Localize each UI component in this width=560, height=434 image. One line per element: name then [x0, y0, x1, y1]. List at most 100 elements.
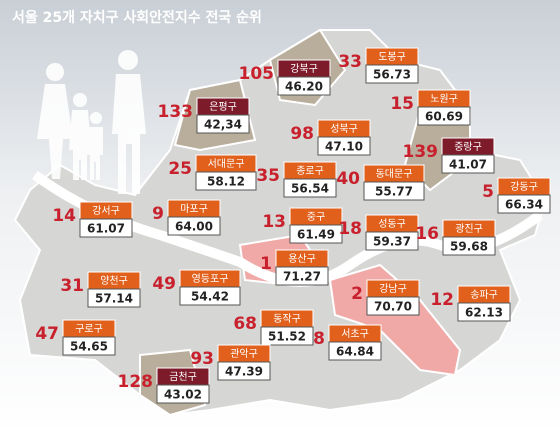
- district-name: 마포구: [180, 203, 208, 215]
- district-score: 46.20: [285, 80, 323, 94]
- score-box: [497, 194, 551, 214]
- district: 40 동대문구 55.77: [336, 164, 425, 201]
- district-score: 42,34: [204, 118, 242, 132]
- district-rank: 18: [338, 219, 362, 239]
- district-score: 57.14: [95, 292, 133, 306]
- district: 15 노원구 60.69: [390, 89, 471, 126]
- district-rank: 14: [52, 206, 76, 226]
- district-name: 성동구: [378, 218, 406, 230]
- district-rank: 15: [390, 94, 414, 114]
- district-score: 66.34: [505, 198, 543, 212]
- district-rank: 2: [351, 284, 363, 304]
- score-box: [328, 341, 382, 361]
- score-box: [277, 76, 331, 96]
- district-score: 70.70: [374, 300, 412, 314]
- score-box: [196, 114, 250, 134]
- score-box: [87, 288, 141, 308]
- score-box: [62, 336, 116, 356]
- district-rank: 139: [403, 142, 439, 162]
- district-rank: 13: [262, 212, 286, 232]
- title: 서울 25개 자치구 사회안전지수 전국 순위: [12, 9, 262, 26]
- score-box: [442, 236, 496, 256]
- district: 139 중랑구 41.07: [403, 137, 495, 174]
- score-box: [79, 218, 133, 238]
- district-name: 강북구: [290, 63, 318, 75]
- district-name: 동작구: [273, 313, 301, 325]
- district-rank: 49: [152, 274, 176, 294]
- district-score: 59.37: [373, 235, 411, 249]
- score-box: [167, 216, 221, 236]
- district-score: 51.52: [268, 330, 306, 344]
- district-score: 47.10: [325, 140, 363, 154]
- score-box: [195, 171, 257, 191]
- district-score: 64.00: [175, 220, 213, 234]
- district: 13 중구 61.49: [262, 207, 343, 244]
- family-silhouette: [37, 50, 146, 194]
- score-box: [260, 326, 314, 346]
- district-rank: 47: [35, 324, 59, 344]
- district-score: 54.42: [191, 290, 229, 304]
- district-name: 중랑구: [454, 141, 482, 153]
- score-box: [366, 296, 420, 316]
- district: 68 동작구 51.52: [233, 309, 314, 346]
- district-score: 56.73: [373, 68, 411, 82]
- district-rank: 31: [60, 276, 84, 296]
- district-score: 55.77: [375, 185, 413, 199]
- score-box: [365, 231, 419, 251]
- district-score: 64.84: [336, 345, 374, 359]
- district-name: 광진구: [455, 223, 483, 235]
- district-name: 중구: [307, 211, 325, 223]
- district-score: 59.68: [450, 240, 488, 254]
- score-box: [289, 224, 343, 244]
- district: 31 양천구 57.14: [60, 271, 141, 308]
- district-score: 60.69: [425, 110, 463, 124]
- district-score: 61.49: [297, 228, 335, 242]
- score-box: [156, 384, 210, 404]
- district: 14 강서구 61.07: [52, 201, 133, 238]
- district: 9 마포구 64.00: [152, 199, 221, 236]
- district-name: 서초구: [341, 328, 369, 340]
- district-rank: 93: [190, 349, 214, 369]
- district-rank: 133: [158, 102, 194, 122]
- district: 98 성북구 47.10: [290, 119, 371, 156]
- score-box: [283, 178, 337, 198]
- district-rank: 105: [239, 64, 275, 84]
- district-name: 양천구: [100, 275, 128, 287]
- district-score: 41.07: [449, 158, 487, 172]
- district: 2 강남구 70.70: [351, 279, 420, 316]
- district: 8 서초구 64.84: [313, 324, 382, 361]
- district-rank: 1: [260, 254, 272, 274]
- district-score: 61.07: [87, 222, 125, 236]
- district-rank: 5: [482, 182, 494, 202]
- district-score: 56.54: [291, 182, 329, 196]
- district-name: 용산구: [288, 253, 316, 265]
- district: 128 금천구 43.02: [118, 367, 210, 404]
- district-name: 은평구: [209, 101, 237, 113]
- score-box: [363, 181, 425, 201]
- district: 49 영등포구 54.42: [152, 269, 241, 306]
- district-name: 관악구: [230, 348, 258, 360]
- score-box: [217, 361, 271, 381]
- district-rank: 25: [168, 159, 192, 179]
- district-name: 강남구: [379, 283, 407, 295]
- district: 16 광진구 59.68: [415, 219, 496, 256]
- score-box: [441, 154, 495, 174]
- district-rank: 12: [430, 290, 454, 310]
- district-score: 62.13: [465, 306, 503, 320]
- district-name: 노원구: [430, 93, 458, 105]
- score-box: [365, 64, 419, 84]
- district-rank: 8: [313, 329, 325, 349]
- district: 18 성동구 59.37: [338, 214, 419, 251]
- district-rank: 68: [233, 314, 257, 334]
- district: 1 용산구 71.27: [260, 249, 329, 286]
- district-name: 성북구: [330, 123, 358, 135]
- district-score: 58.12: [207, 175, 245, 189]
- district-name: 송파구: [470, 289, 498, 301]
- district-name: 영등포구: [192, 273, 229, 285]
- district: 105 강북구 46.20: [239, 59, 331, 96]
- district: 133 은평구 42,34: [158, 97, 250, 134]
- district-rank: 35: [256, 166, 280, 186]
- district-name: 서대문구: [208, 158, 245, 170]
- score-box: [417, 106, 471, 126]
